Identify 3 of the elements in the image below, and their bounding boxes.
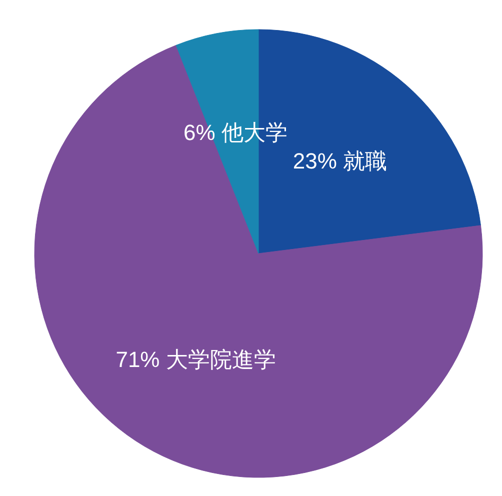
slice-label: 23% 就職 <box>292 148 388 174</box>
slice-label: 71% 大学院進学 <box>116 347 276 372</box>
slice-label: 6% 他大学 <box>183 120 288 145</box>
